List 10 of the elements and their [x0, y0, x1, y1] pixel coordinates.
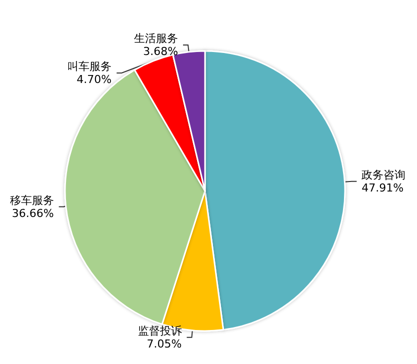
slice-label: 生活服务 [134, 32, 178, 45]
data-label: 3.68% [143, 44, 178, 58]
data-label: 7.05% [146, 337, 182, 350]
slice-label: 监督投诉 [138, 324, 182, 338]
slice-label: 政务咨询 [362, 168, 406, 182]
data-label: 47.91% [362, 181, 404, 194]
data-label: 36.66% [12, 206, 54, 220]
slice-label: 移车服务 [10, 194, 54, 207]
slice-label: 叫车服务 [68, 60, 112, 73]
data-label: 4.70% [76, 72, 112, 86]
